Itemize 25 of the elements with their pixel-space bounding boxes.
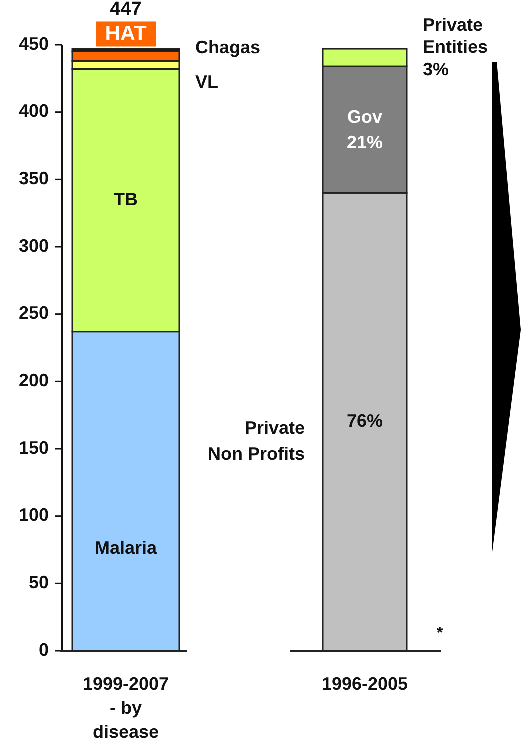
x-tick-label: 1996-2005 <box>322 674 408 694</box>
y-tick-label: 350 <box>18 168 49 188</box>
series-label: Private Entities <box>423 14 488 57</box>
annotation: * <box>437 625 444 642</box>
y-tick-label: 0 <box>38 640 49 660</box>
annotation: 21% <box>346 132 384 153</box>
series-label: Gov <box>347 106 383 127</box>
y-tick-label: 200 <box>18 370 49 390</box>
series-label: VL <box>196 72 219 92</box>
total-label: 447 <box>110 0 142 20</box>
annotation: 76% <box>346 410 384 431</box>
series-label: Malaria <box>94 538 158 558</box>
y-tick-label: 400 <box>18 101 49 122</box>
series-label: TB <box>114 189 138 210</box>
y-tick-label: 250 <box>18 303 49 324</box>
y-tick-label: 150 <box>18 438 49 458</box>
series-label: Private Non Profits <box>208 418 305 464</box>
y-tick-label: 100 <box>18 505 49 526</box>
x-tick-label: 1999-2007 - by disease <box>82 674 170 742</box>
y-tick-label: 300 <box>18 236 49 256</box>
series-label: HAT <box>105 22 147 46</box>
series-label: Chagas <box>196 37 261 58</box>
y-tick-label: 50 <box>28 572 49 592</box>
y-tick-label: 450 <box>18 34 49 54</box>
annotation: 3% <box>423 60 450 80</box>
